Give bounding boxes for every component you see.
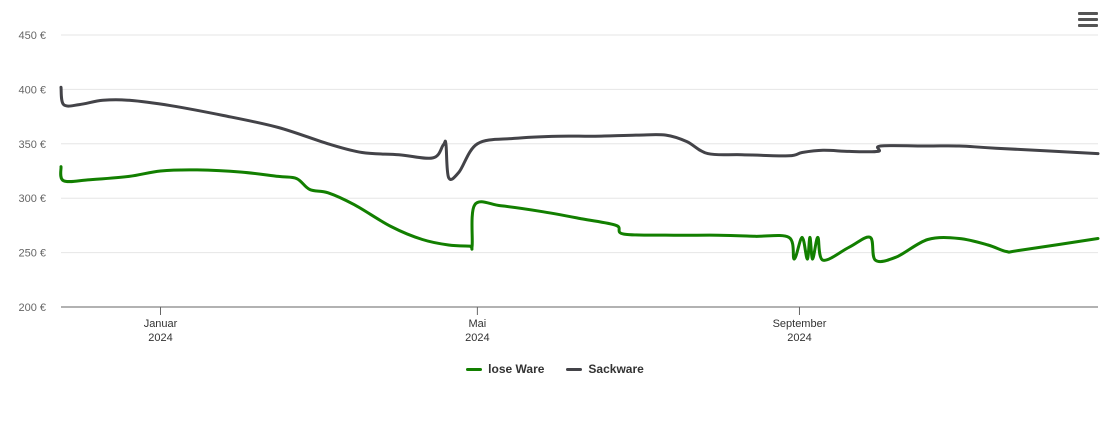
y-tick-label-450: 450 €: [18, 30, 46, 42]
series-line-sackware: [59, 85, 1100, 181]
legend-label-lose-ware: lose Ware: [488, 362, 545, 376]
x-tick-label-mai: Mai: [469, 318, 487, 330]
x-tick-year-januar: 2024: [148, 332, 172, 344]
series-line-lose-ware: [59, 165, 1100, 264]
legend-item-sackware[interactable]: Sackware: [566, 362, 644, 376]
y-tick-label-400: 400 €: [18, 84, 46, 96]
x-tick-label-januar: Januar: [144, 318, 178, 330]
x-tick-year-mai: 2024: [465, 332, 489, 344]
hamburger-menu-icon[interactable]: [1078, 12, 1098, 30]
x-tick-label-september: September: [773, 318, 827, 330]
x-tick-year-september: 2024: [787, 332, 811, 344]
legend-swatch-lose-ware: [466, 367, 483, 371]
legend-item-lose-ware[interactable]: lose Ware: [466, 362, 544, 376]
y-tick-label-350: 350 €: [18, 139, 46, 151]
legend-label-sackware: Sackware: [588, 362, 644, 376]
y-tick-label-250: 250 €: [18, 248, 46, 260]
legend-swatch-sackware: [566, 367, 583, 371]
y-tick-label-200: 200 €: [18, 302, 46, 314]
y-tick-label-300: 300 €: [18, 193, 46, 205]
chart-legend: lose Ware Sackware: [0, 362, 1110, 376]
